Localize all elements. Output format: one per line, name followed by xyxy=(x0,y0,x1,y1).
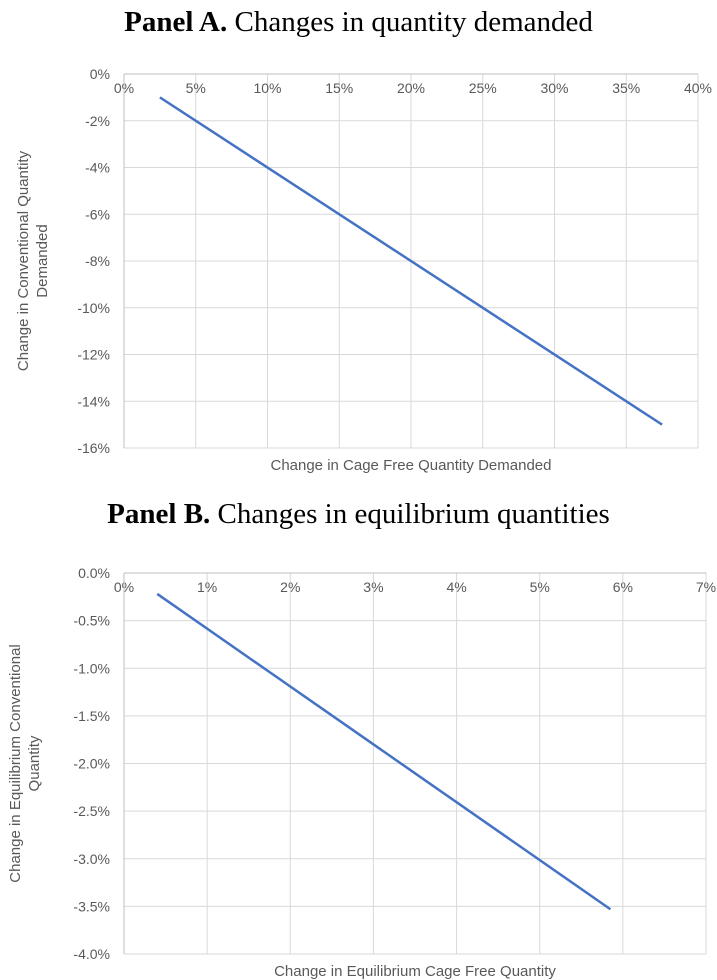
y-tick-label: -16% xyxy=(77,440,110,456)
y-axis-label: Demanded xyxy=(34,224,51,297)
y-tick-label: -10% xyxy=(77,300,110,316)
y-tick-label: -12% xyxy=(77,347,110,363)
y-tick-label: -14% xyxy=(77,393,110,409)
y-axis-label: Change in Equilibrium Conventional xyxy=(7,644,24,882)
x-axis-label: Change in Cage Free Quantity Demanded xyxy=(270,457,551,474)
x-tick-label: 30% xyxy=(540,80,568,96)
panel-a-title-bold: Panel A. xyxy=(124,6,228,38)
x-tick-label: 25% xyxy=(469,80,497,96)
x-tick-label: 2% xyxy=(280,579,300,595)
y-tick-label: -6% xyxy=(85,206,110,222)
y-tick-label: -1.0% xyxy=(73,660,110,676)
y-tick-label: -4.0% xyxy=(73,946,110,962)
panel-a-title-text: Changes in quantity demanded xyxy=(234,6,593,38)
x-tick-label: 10% xyxy=(253,80,281,96)
x-tick-label: 7% xyxy=(696,579,716,595)
x-tick-label: 5% xyxy=(530,579,550,595)
y-tick-label: -1.5% xyxy=(73,708,110,724)
y-tick-label: -2.5% xyxy=(73,803,110,819)
y-tick-label: -2% xyxy=(85,113,110,129)
series-line xyxy=(159,96,663,426)
y-tick-label: -8% xyxy=(85,253,110,269)
y-tick-label: -0.5% xyxy=(73,613,110,629)
y-tick-label: 0.0% xyxy=(78,565,110,581)
panel-b-title-bold: Panel B. xyxy=(107,498,211,530)
y-tick-label: 0% xyxy=(90,66,110,82)
y-tick-label: -3.0% xyxy=(73,851,110,867)
x-axis-label: Change in Equilibrium Cage Free Quantity xyxy=(274,963,556,980)
panel-a-chart: 0%-2%-4%-6%-8%-10%-12%-14%-16%0% 5% 10% 15%… xyxy=(15,66,712,474)
x-tick-label: 35% xyxy=(612,80,640,96)
panel-b-title: Panel B. Changes in equilibrium quantiti… xyxy=(0,498,717,531)
x-tick-label: 5% xyxy=(186,80,206,96)
y-axis-label: Quantity xyxy=(26,735,43,791)
x-tick-label: 1% xyxy=(197,579,217,595)
y-tick-label: -2.0% xyxy=(73,756,110,772)
y-axis-label: Change in Conventional Quantity xyxy=(15,150,32,371)
x-tick-label: 40% xyxy=(684,80,712,96)
y-tick-label: -4% xyxy=(85,160,110,176)
panel-b-title-text: Changes in equilibrium quantities xyxy=(217,498,610,530)
panel-a-title: Panel A. Changes in quantity demanded xyxy=(0,6,717,39)
x-tick-label: 3% xyxy=(363,579,383,595)
x-tick-label: 20% xyxy=(397,80,425,96)
panel-b-chart: 0.0% -0.5% -1.0% -1.5% -2.0% -2.5% -3.0% -3.5% -… xyxy=(7,565,716,980)
x-tick-label: 6% xyxy=(613,579,633,595)
y-tick-label: -3.5% xyxy=(73,898,110,914)
series-line xyxy=(156,592,612,911)
x-tick-label: 4% xyxy=(446,579,466,595)
x-tick-label: 15% xyxy=(325,80,353,96)
